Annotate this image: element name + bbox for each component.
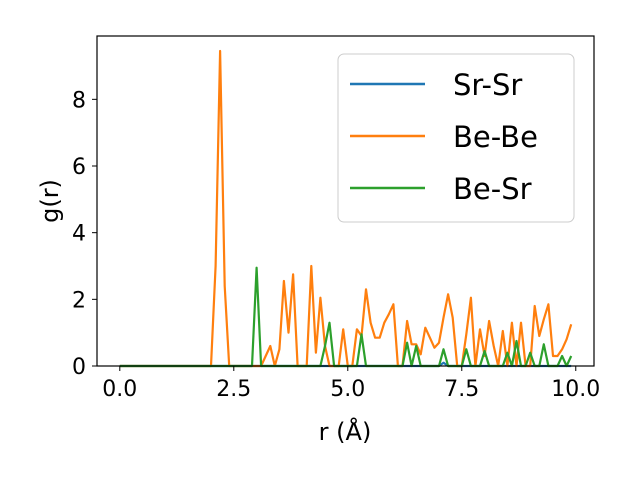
- x-axis: 0.0 2.5 5.0 7.5 10.0: [102, 366, 600, 402]
- x-tick-label: 5.0: [330, 377, 365, 402]
- legend-label-be-sr: Be-Sr: [453, 172, 532, 206]
- legend-frame: [337, 53, 575, 223]
- x-axis-label: r (Å): [319, 417, 372, 446]
- legend-label-be-be: Be-Be: [453, 120, 538, 154]
- x-tick-label: 2.5: [216, 377, 251, 402]
- axes-frame: [96, 35, 595, 367]
- legend-label-sr-sr: Sr-Sr: [453, 68, 522, 102]
- x-tick-label: 10.0: [551, 377, 600, 402]
- x-tick-label: 7.5: [444, 377, 479, 402]
- series-line-be-sr: [119, 266, 573, 368]
- y-tick-label: 2: [72, 288, 86, 313]
- legend: Sr-Sr Be-Be Be-Sr: [337, 53, 575, 223]
- y-axis-label: g(r): [36, 179, 64, 223]
- y-tick-label: 0: [72, 355, 86, 380]
- x-tick-label: 0.0: [102, 377, 137, 402]
- y-tick-label: 4: [72, 222, 86, 247]
- y-axis: 0 2 4 6 8: [72, 88, 97, 380]
- y-tick-label: 8: [72, 88, 86, 113]
- y-tick-label: 6: [72, 155, 86, 180]
